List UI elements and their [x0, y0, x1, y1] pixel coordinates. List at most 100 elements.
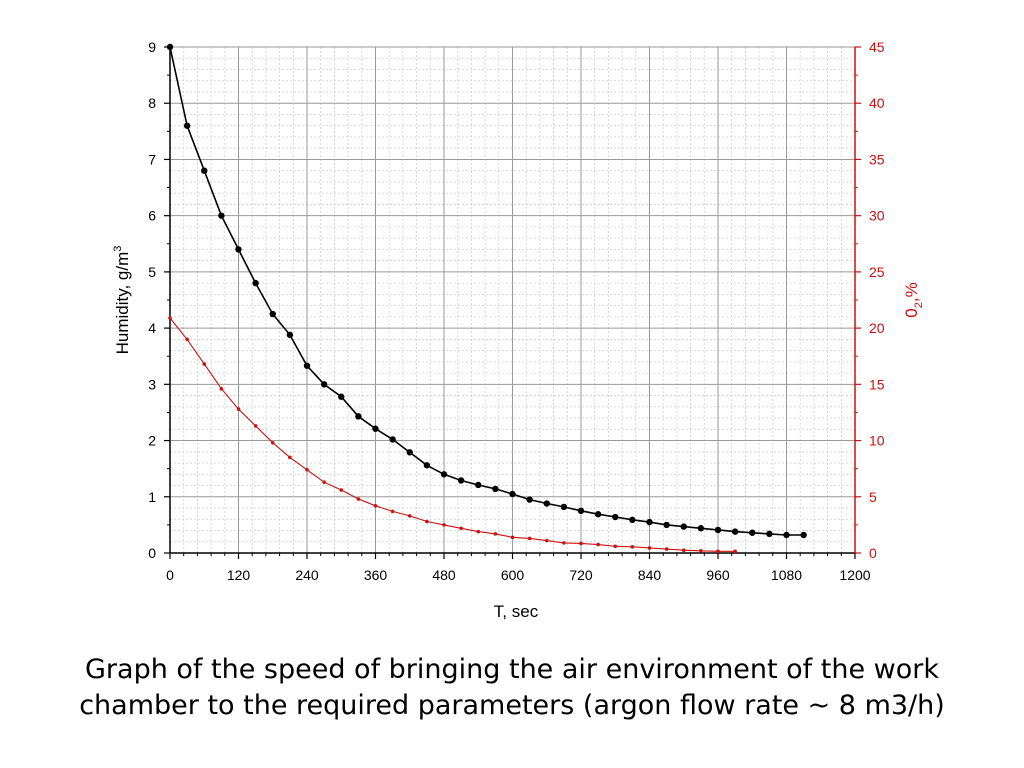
o2-point [613, 544, 618, 549]
grid-major [169, 46, 856, 554]
y-left-tick-label: 4 [148, 320, 156, 336]
y-right-tick-label: 5 [869, 489, 877, 505]
humidity-point [166, 43, 174, 51]
y-left-tick-label: 6 [148, 208, 156, 224]
o2-point [185, 337, 189, 342]
caption-line-2: chamber to the required parameters (argo… [79, 690, 945, 721]
grid-minor [170, 47, 855, 553]
y-right-tick-label: 40 [869, 95, 885, 111]
y-left-axis-title: Humidity, g/m3 [112, 246, 132, 355]
x-tick-label: 240 [295, 567, 319, 583]
x-tick-label: 720 [569, 567, 593, 583]
humidity-point [440, 471, 448, 478]
y-right-tick-label: 45 [869, 39, 885, 55]
series [166, 43, 807, 554]
figure-caption: Graph of the speed of bringing the air e… [0, 652, 1024, 724]
y-right-tick-label: 20 [869, 320, 885, 336]
humidity-point [680, 523, 687, 530]
humidity-series-line [169, 46, 804, 536]
humidity-point [800, 531, 807, 539]
o2-point [459, 526, 463, 531]
humidity-point [612, 513, 619, 521]
o2-series-line [169, 317, 736, 552]
o2-point [219, 387, 224, 391]
humidity-point [560, 503, 568, 511]
humidity-point [783, 531, 790, 539]
humidity-point [663, 521, 670, 529]
x-tick-label: 480 [432, 567, 456, 583]
o2-point [236, 407, 241, 411]
humidity-point [475, 481, 482, 489]
o2-point [579, 541, 583, 546]
humidity-point [338, 393, 345, 400]
y-left-tick-label: 3 [148, 376, 156, 392]
y-right-axis-title: 02,% [902, 282, 925, 317]
o2-point [305, 467, 309, 472]
o2-point [527, 536, 532, 541]
o2-point [733, 549, 737, 554]
humidity-point [457, 477, 465, 484]
humidity-point [697, 525, 705, 532]
humidity-point [594, 511, 602, 518]
o2-point [390, 509, 395, 514]
o2-point [322, 480, 326, 484]
humidity-point [543, 500, 550, 507]
o2-point [716, 549, 720, 554]
humidity-point [406, 449, 413, 456]
y-right-tick-label: 0 [869, 545, 877, 561]
x-tick-label: 1080 [771, 567, 802, 583]
humidity-point [252, 279, 259, 287]
o2-point [168, 316, 172, 320]
o2-point [356, 497, 361, 501]
o2-point [442, 523, 446, 527]
humidity-point [372, 425, 379, 432]
o2-point [339, 488, 344, 492]
o2-point [270, 441, 275, 445]
x-axis-title: T, sec [494, 602, 539, 621]
o2-point [425, 519, 429, 524]
o2-point [562, 541, 566, 545]
x-tick-label: 0 [166, 567, 174, 583]
y-left-axis-title-sup: 3 [112, 246, 124, 252]
humidity-point [201, 167, 208, 174]
humidity-point [218, 212, 225, 219]
humidity-point [423, 462, 431, 469]
o2-point [407, 514, 412, 518]
humidity-point [577, 507, 585, 515]
y-right-tick-label: 25 [869, 264, 885, 280]
o2-point [510, 535, 515, 540]
o2-point [253, 424, 258, 428]
x-tick-label: 840 [638, 567, 662, 583]
humidity-point [355, 413, 362, 420]
y-right-axis-title-main: 0 [902, 308, 921, 317]
y-right-axis-title-tail: ,% [902, 282, 921, 302]
humidity-point [286, 331, 294, 339]
y-left-tick-label: 0 [148, 545, 156, 561]
caption-line-1: Graph of the speed of bringing the air e… [85, 654, 939, 685]
y-right-axis-title-sub: 2 [913, 302, 925, 308]
humidity-point [731, 528, 739, 535]
o2-point [596, 542, 600, 547]
o2-point [544, 538, 549, 543]
o2-point [202, 362, 207, 366]
o2-point [373, 503, 378, 508]
o2-point [681, 548, 686, 552]
humidity-point [629, 516, 636, 524]
humidity-point [714, 526, 722, 534]
y-right-tick-label: 15 [869, 376, 885, 392]
o2-point [288, 455, 292, 460]
humidity-point [526, 496, 533, 503]
humidity-point [509, 490, 516, 498]
chart: 0 120 240 360 480 600 720 840 960 1080 12000123456… [112, 39, 925, 621]
x-tick-label: 600 [501, 567, 525, 583]
x-tick-label: 120 [227, 567, 251, 583]
o2-point [493, 532, 498, 536]
x-tick-label: 360 [364, 567, 388, 583]
humidity-point [183, 122, 191, 129]
x-tick-label: 960 [706, 567, 730, 583]
o2-point [476, 529, 481, 534]
x-tick-label: 1200 [839, 567, 870, 583]
humidity-point [235, 246, 242, 253]
y-left-tick-label: 1 [148, 489, 156, 505]
y-right-tick-label: 35 [869, 151, 885, 167]
